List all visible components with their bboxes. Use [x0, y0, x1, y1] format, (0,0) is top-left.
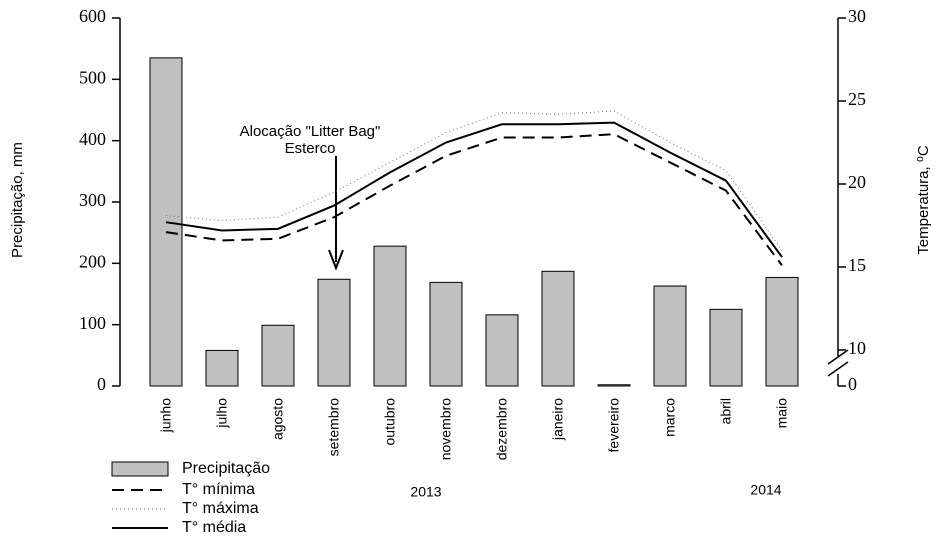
bar [429, 281, 463, 387]
x-tick-label: abril [718, 398, 734, 424]
y-tick-label: 500 [79, 67, 106, 87]
y2-axis-label: Temperatura, ⁰C [915, 145, 932, 255]
x-tick-label: maio [774, 398, 790, 429]
legend-label: T° média [182, 519, 246, 536]
x-tick-label: outubro [382, 398, 398, 446]
x-tick-label: julho [214, 398, 230, 429]
y2-tick-label: 15 [848, 255, 866, 275]
bar [149, 57, 183, 387]
line [165, 121, 783, 258]
bar [373, 245, 407, 387]
axis-break [827, 349, 849, 365]
y-tick-label: 400 [79, 129, 106, 149]
annotation-arrow [328, 156, 344, 271]
legend-swatch [111, 461, 169, 477]
x-tick-label: janeiro [550, 398, 566, 441]
year-label: 2013 [410, 484, 441, 500]
bar [709, 308, 743, 387]
y-tick-label: 100 [79, 313, 106, 333]
y2-tick-label: 30 [848, 6, 866, 26]
x-tick-label: agosto [270, 398, 286, 440]
y-tick-label: 300 [79, 190, 106, 210]
bar [541, 270, 575, 387]
x-tick-label: novembro [438, 398, 454, 460]
axis-break [827, 361, 849, 377]
legend-label: T° máxima [182, 500, 259, 517]
bar [653, 285, 687, 387]
y-tick-label: 600 [79, 6, 106, 26]
bar [765, 276, 799, 387]
annotation: Esterco [285, 140, 336, 157]
x-tick-label: dezembro [494, 398, 510, 460]
y2-tick-label: 25 [848, 89, 866, 109]
y-tick-label: 0 [97, 374, 106, 394]
x-tick-label: junho [158, 398, 174, 433]
y2-tick-label: 0 [848, 374, 857, 394]
bar [317, 278, 351, 387]
bar [485, 314, 519, 387]
line [165, 133, 783, 266]
x-tick-label: setembro [326, 398, 342, 457]
x-tick-label: fevereiro [606, 398, 622, 453]
legend-label: T° mínima [182, 481, 255, 498]
y2-tick-label: 10 [848, 338, 866, 358]
bar [597, 384, 631, 387]
y2-tick-label: 20 [848, 172, 866, 192]
legend-label: Precipitação [182, 460, 270, 477]
year-label: 2014 [750, 482, 781, 498]
y-axis-label: Precipitação, mm [9, 142, 26, 258]
annotation: Alocação "Litter Bag" [240, 123, 381, 140]
y-tick-label: 200 [79, 251, 106, 271]
x-tick-label: marco [662, 398, 678, 437]
bar [261, 324, 295, 387]
bar [205, 349, 239, 387]
